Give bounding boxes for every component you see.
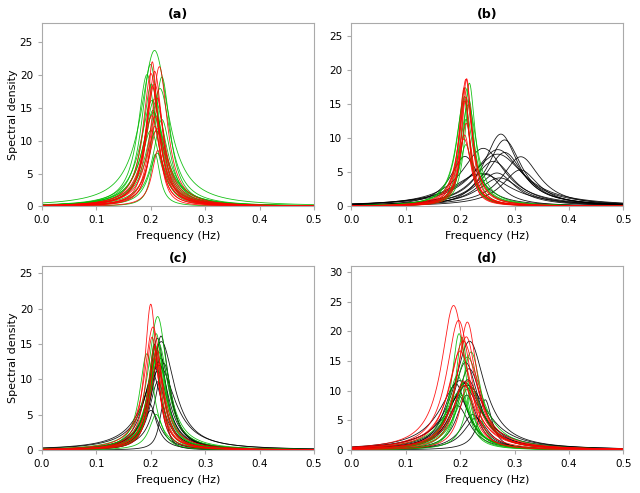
Y-axis label: Spectral density: Spectral density — [8, 69, 19, 160]
X-axis label: Frequency (Hz): Frequency (Hz) — [445, 231, 530, 241]
X-axis label: Frequency (Hz): Frequency (Hz) — [136, 475, 220, 485]
Title: (a): (a) — [168, 8, 188, 21]
Title: (c): (c) — [168, 252, 188, 265]
X-axis label: Frequency (Hz): Frequency (Hz) — [445, 475, 530, 485]
X-axis label: Frequency (Hz): Frequency (Hz) — [136, 231, 220, 241]
Title: (d): (d) — [477, 252, 498, 265]
Title: (b): (b) — [477, 8, 498, 21]
Y-axis label: Spectral density: Spectral density — [8, 313, 19, 403]
